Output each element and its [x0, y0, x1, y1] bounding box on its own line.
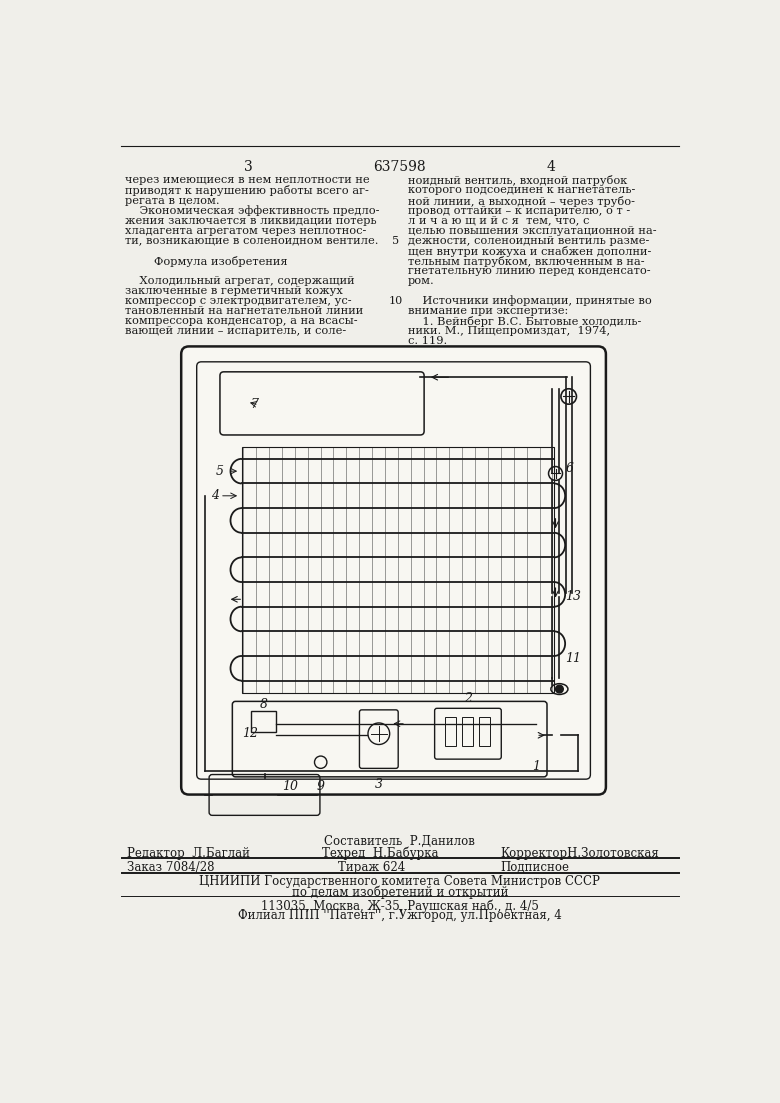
Text: 2: 2 [464, 692, 472, 705]
Text: провод оттайки – к испарителю, о т -: провод оттайки – к испарителю, о т - [407, 205, 629, 215]
Text: 7: 7 [251, 398, 259, 411]
Text: регата в целом.: регата в целом. [125, 195, 219, 205]
Text: 13: 13 [566, 590, 582, 603]
Text: щен внутри кожуха и снабжен дополни-: щен внутри кожуха и снабжен дополни- [407, 246, 651, 257]
Text: жения заключается в ликвидации потерь: жения заключается в ликвидации потерь [125, 215, 376, 225]
Text: 1: 1 [532, 760, 541, 772]
Text: ноидный вентиль, входной патрубок: ноидный вентиль, входной патрубок [407, 175, 627, 186]
Text: л и ч а ю щ и й с я  тем, что, с: л и ч а ю щ и й с я тем, что, с [407, 215, 589, 225]
Text: 9: 9 [317, 780, 324, 793]
Bar [445, 717, 456, 746]
Text: приводят к нарушению работы всего аг-: приводят к нарушению работы всего аг- [125, 185, 368, 196]
Text: заключенные в герметичный кожух: заключенные в герметичный кожух [125, 286, 342, 296]
FancyBboxPatch shape [181, 346, 606, 794]
Bar [479, 717, 490, 746]
Text: внимание при экспертизе:: внимание при экспертизе: [407, 306, 568, 315]
Text: 4: 4 [547, 160, 555, 174]
Text: Заказ 7084/28: Заказ 7084/28 [127, 860, 214, 874]
Text: которого подсоединен к нагнетатель-: которого подсоединен к нагнетатель- [407, 185, 635, 195]
Text: 12: 12 [242, 727, 257, 740]
Text: 113035, Москва, Ж-35, Раушская наб., д. 4/5: 113035, Москва, Ж-35, Раушская наб., д. … [261, 899, 539, 913]
Text: 5: 5 [216, 464, 224, 478]
Text: ти, возникающие в соленоидном вентиле.: ти, возникающие в соленоидном вентиле. [125, 236, 378, 246]
Text: ной линии, а выходной – через трубо-: ной линии, а выходной – через трубо- [407, 195, 634, 206]
Text: 5: 5 [392, 236, 399, 246]
Text: Источники информации, принятые во: Источники информации, принятые во [407, 296, 651, 307]
Text: 11: 11 [566, 652, 582, 665]
Text: через имеющиеся в нем неплотности не: через имеющиеся в нем неплотности не [125, 175, 369, 185]
Text: ром.: ром. [407, 276, 434, 286]
Text: вающей линии – испаритель, и соле-: вающей линии – испаритель, и соле- [125, 325, 346, 335]
Bar [242, 447, 554, 693]
Text: 4: 4 [211, 490, 218, 502]
Text: тановленный на нагнетательной линии: тановленный на нагнетательной линии [125, 306, 363, 315]
Text: Редактор  Л.Баглай: Редактор Л.Баглай [127, 847, 250, 860]
Text: 1. Вейнберг В.С. Бытовые холодиль-: 1. Вейнберг В.С. Бытовые холодиль- [407, 315, 641, 326]
Text: Подписное: Подписное [501, 860, 569, 874]
Text: с. 119.: с. 119. [407, 335, 447, 345]
Text: по делам изобретений и открытий: по делам изобретений и открытий [292, 886, 508, 899]
Circle shape [555, 685, 563, 693]
Text: целью повышения эксплуатационной на-: целью повышения эксплуатационной на- [407, 225, 656, 236]
Text: Тираж 624: Тираж 624 [338, 860, 405, 874]
Text: ЦНИИПИ Государственного комитета Совета Министров СССР: ЦНИИПИ Государственного комитета Совета … [200, 876, 600, 888]
Text: 3: 3 [244, 160, 253, 174]
Text: Экономическая эффективность предло-: Экономическая эффективность предло- [125, 205, 379, 216]
Text: Техред  Н.Бабурка: Техред Н.Бабурка [322, 847, 438, 860]
Text: гнетательную линию перед конденсато-: гнетательную линию перед конденсато- [407, 266, 650, 276]
Text: 10: 10 [282, 780, 298, 793]
Text: ники. М., Пищепромиздат,  1974,: ники. М., Пищепромиздат, 1974, [407, 325, 610, 335]
Text: компрессора конденсатор, а на всасы-: компрессора конденсатор, а на всасы- [125, 315, 357, 325]
Text: Филиал ППП ''Патент'', г.Ужгород, ул.Проектная, 4: Филиал ППП ''Патент'', г.Ужгород, ул.Про… [238, 909, 562, 922]
Text: 3: 3 [375, 778, 383, 791]
Text: 637598: 637598 [374, 160, 426, 174]
Text: хладагента агрегатом через неплотнос-: хладагента агрегатом через неплотнос- [125, 225, 366, 236]
Text: компрессор с электродвигателем, ус-: компрессор с электродвигателем, ус- [125, 296, 351, 306]
Text: Холодильный агрегат, содержащий: Холодильный агрегат, содержащий [125, 276, 354, 286]
Text: дежности, соленоидный вентиль разме-: дежности, соленоидный вентиль разме- [407, 236, 649, 246]
Text: Составитель  Р.Данилов: Составитель Р.Данилов [324, 835, 475, 847]
Text: 10: 10 [388, 296, 403, 306]
Text: тельным патрубком, включенным в на-: тельным патрубком, включенным в на- [407, 256, 644, 267]
Bar [251, 710, 276, 732]
Bar [462, 717, 473, 746]
Text: 8: 8 [259, 698, 268, 711]
Text: 6: 6 [566, 461, 573, 474]
Text: КорректорН.Золотовская: КорректорН.Золотовская [501, 847, 659, 860]
Text: Формула изобретения: Формула изобретения [125, 256, 287, 267]
